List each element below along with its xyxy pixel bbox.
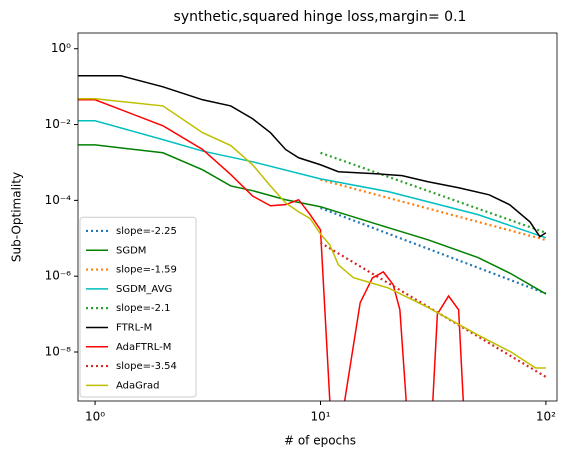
y-tick-label: 10⁻⁴ (45, 193, 72, 207)
series-line (320, 178, 547, 242)
series-line (78, 144, 547, 295)
series-line (78, 74, 547, 238)
legend-label: FTRL-M (116, 322, 152, 333)
x-tick-label: 10² (536, 410, 556, 424)
legend-frame (79, 216, 197, 398)
y-tick-label: 10⁻² (45, 117, 72, 131)
y-tick-label: 10⁻⁶ (45, 269, 72, 283)
axes-frame (77, 32, 558, 402)
y-tick-label: 10⁻⁸ (45, 345, 72, 359)
chart-title: synthetic,squared hinge loss,margin= 0.1 (174, 9, 467, 25)
legend-label: AdaFTRL-M (116, 342, 171, 353)
y-axis-label: Sub-Optimality (10, 172, 24, 262)
legend-label: slope=-2.1 (116, 303, 171, 314)
series-line (78, 119, 547, 239)
x-axis-label: # of epochs (284, 434, 356, 448)
series-line (320, 206, 547, 295)
legend-label: slope=-2.25 (116, 226, 177, 237)
legend-label: SGDM (116, 245, 146, 256)
legend-label: slope=-1.59 (116, 265, 177, 276)
series-line (78, 99, 465, 401)
x-tick-label: 10¹ (310, 410, 330, 424)
series-line (78, 97, 546, 369)
legend: slope=-2.25 SGDM slope=-1.59 SGDM_AVG slope=… (79, 216, 197, 398)
legend-label: slope=-3.54 (116, 361, 177, 372)
plot-area (78, 74, 547, 401)
legend-label: AdaGrad (116, 380, 159, 391)
y-tick-label: 10⁰ (51, 41, 71, 55)
legend-label: SGDM_AVG (116, 284, 172, 295)
x-tick-label: 10⁰ (85, 410, 105, 424)
